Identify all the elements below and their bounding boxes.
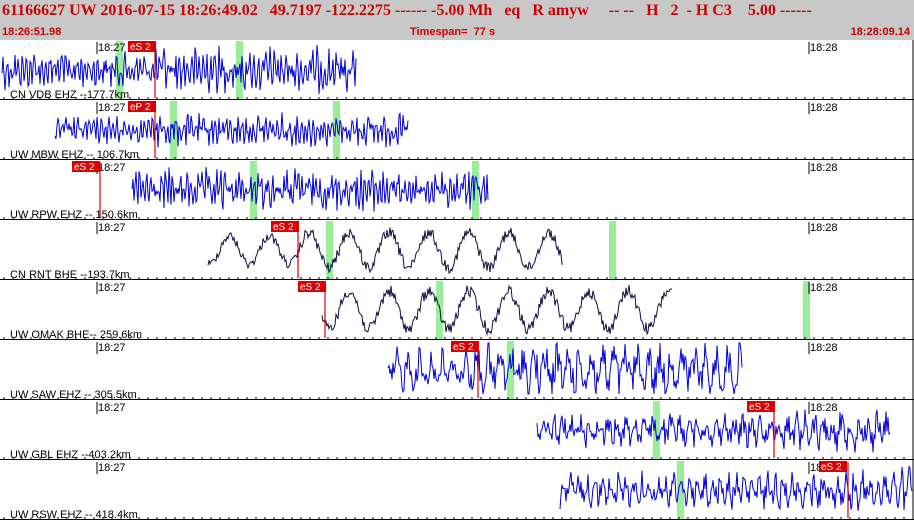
event-header: 61166627 UW 2016-07-15 18:26:49.02 49.71… — [0, 0, 914, 40]
pick-label: eS 2 — [300, 282, 321, 293]
station-label: UW SAW EHZ -- 305.5km — [10, 389, 137, 401]
waveform — [54, 111, 409, 148]
analysis-window — [677, 461, 684, 519]
analysis-window — [116, 41, 123, 99]
pick-tag[interactable] — [271, 221, 299, 232]
pick-tag[interactable] — [451, 341, 479, 352]
analysis-window — [653, 401, 660, 459]
minute-label: 18:27 — [98, 162, 126, 174]
waveform — [559, 465, 913, 512]
waveform — [131, 167, 489, 212]
station-label: UW MBW EHZ -- 106.7km — [10, 149, 139, 161]
station-label: CN RNT BHE --193.7km — [10, 269, 130, 281]
waveform — [387, 341, 743, 395]
pick-tag[interactable] — [819, 461, 847, 472]
pick-tag[interactable] — [128, 101, 156, 112]
analysis-window — [333, 101, 340, 159]
waveform — [321, 284, 673, 336]
minute-label: 18:28 — [810, 402, 838, 414]
waveform — [207, 227, 564, 274]
pick-label: eS 2 — [821, 462, 842, 473]
trace-panel: 18:27 18:28 eS 2 CN RNT BHE --193.7km — [0, 221, 914, 281]
analysis-window — [236, 41, 243, 99]
minute-label: 18:28 — [810, 42, 838, 54]
analysis-window — [326, 221, 333, 279]
pick-label: eP 2 — [130, 102, 151, 113]
minute-label: 18:28 — [810, 282, 838, 294]
analysis-window — [250, 161, 257, 219]
pick-tag[interactable] — [128, 41, 156, 52]
pick-label: eS 2 — [130, 42, 151, 53]
trace-panel: 18:27 18:28 eP 2 UW MBW EHZ -- 106.7km — [0, 101, 914, 161]
end-time: 18:28:09.14 — [850, 26, 910, 38]
analysis-window — [507, 341, 514, 399]
minute-label: 18:28 — [810, 162, 838, 174]
minute-label: 18:28 — [810, 102, 838, 114]
station-label: CN VDB EHZ --177.7km — [10, 89, 129, 101]
timespan-label: Timespan= 77 s — [410, 26, 496, 38]
minute-label: 18:28 — [810, 222, 838, 234]
minute-label: 18:27 — [98, 222, 126, 234]
trace-panel: 18:27 18:28 eS 2 UW OMAK BHE-- 259.6km — [0, 281, 914, 341]
analysis-window — [803, 281, 810, 339]
pick-label: eS 2 — [749, 402, 770, 413]
minute-label: 18:27 — [98, 102, 126, 114]
analysis-window — [609, 221, 616, 279]
pick-label: eS 2 — [453, 342, 474, 353]
waveform — [1, 44, 357, 95]
analysis-window — [472, 161, 479, 219]
station-label: UW GBL EHZ --403.2km — [10, 449, 131, 461]
minute-label: 18:27 — [98, 342, 126, 354]
pick-label: eS 2 — [273, 222, 294, 233]
minute-label: 18:27 — [98, 462, 126, 474]
trace-panel: 18:27 18:28 eS 2 UW SAW EHZ -- 305.5km — [0, 341, 914, 401]
trace-panel: 18:27 18:28 eS 2 UW RPW EHZ -- 150.6km — [0, 161, 914, 221]
waveform — [536, 409, 891, 453]
event-title: 61166627 UW 2016-07-15 18:26:49.02 49.71… — [2, 2, 812, 19]
start-time: 18:26:51.98 — [2, 26, 62, 38]
pick-tag[interactable] — [72, 161, 100, 172]
pick-label: eS 2 — [74, 162, 95, 173]
minute-label: 18:27 — [98, 42, 126, 54]
analysis-window — [436, 281, 443, 339]
station-label: UW OMAK BHE-- 259.6km — [10, 329, 142, 341]
trace-panel: 18:27 18:28 eS 2 CN VDB EHZ --177.7km — [0, 41, 914, 101]
trace-panel: 18:27 18:28 eS 2 UW GBL EHZ --403.2km — [0, 401, 914, 461]
minute-label: 18:27 — [98, 402, 126, 414]
pick-tag[interactable] — [298, 281, 326, 292]
pick-tag[interactable] — [747, 401, 775, 412]
minute-label: 18:28 — [810, 342, 838, 354]
station-label: UW RPW EHZ -- 150.6km — [10, 209, 138, 221]
minute-label: 18:27 — [98, 282, 126, 294]
station-label: UW RSW EHZ -- 418.4km — [10, 509, 138, 520]
